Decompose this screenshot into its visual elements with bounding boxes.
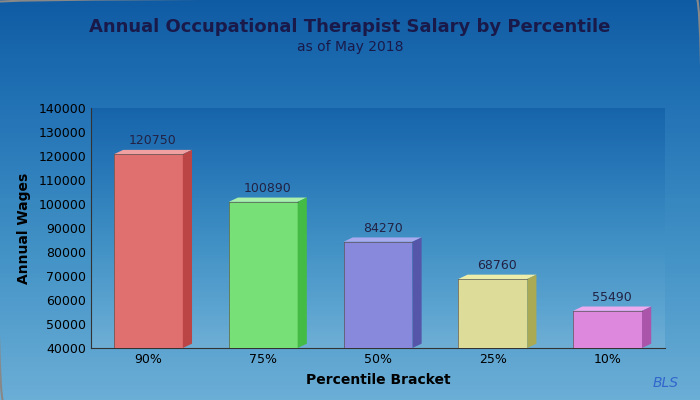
Bar xyxy=(114,154,183,348)
Polygon shape xyxy=(527,275,536,348)
Text: 55490: 55490 xyxy=(592,291,632,304)
Polygon shape xyxy=(114,150,192,154)
Polygon shape xyxy=(229,198,307,202)
Bar xyxy=(573,311,642,348)
Text: Annual Occupational Therapist Salary by Percentile: Annual Occupational Therapist Salary by … xyxy=(90,18,610,36)
Polygon shape xyxy=(298,198,307,348)
Text: 100890: 100890 xyxy=(244,182,292,195)
Polygon shape xyxy=(412,238,421,348)
Y-axis label: Annual Wages: Annual Wages xyxy=(18,172,32,284)
Polygon shape xyxy=(573,306,651,311)
Text: as of May 2018: as of May 2018 xyxy=(297,40,403,54)
Text: 84270: 84270 xyxy=(363,222,402,235)
Bar xyxy=(458,279,527,348)
Polygon shape xyxy=(344,238,421,242)
Bar xyxy=(344,242,412,348)
Text: 120750: 120750 xyxy=(129,134,177,148)
Text: 68760: 68760 xyxy=(477,259,517,272)
Polygon shape xyxy=(183,150,192,348)
X-axis label: Percentile Bracket: Percentile Bracket xyxy=(306,373,450,387)
Text: BLS: BLS xyxy=(653,376,679,390)
Polygon shape xyxy=(458,275,536,279)
Polygon shape xyxy=(642,306,651,348)
Bar xyxy=(229,202,298,348)
